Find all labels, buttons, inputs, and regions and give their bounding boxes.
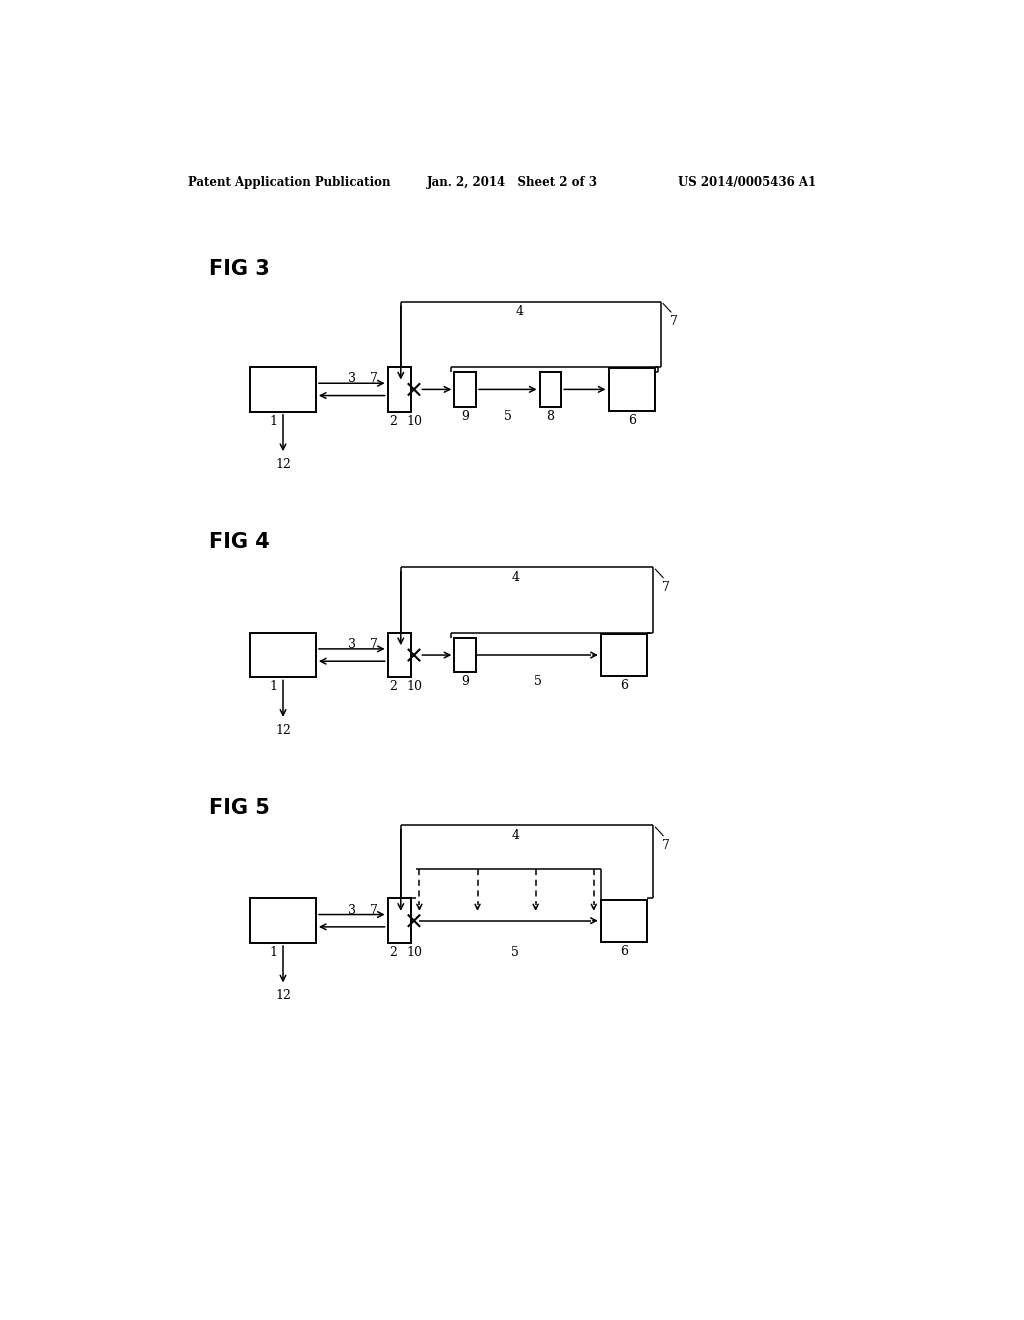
Text: 2: 2: [389, 681, 397, 693]
Text: 7: 7: [662, 840, 670, 853]
Text: 10: 10: [407, 681, 423, 693]
Text: 3: 3: [348, 904, 355, 917]
Text: 7: 7: [662, 581, 670, 594]
Bar: [388, 367, 411, 412]
Bar: [540, 372, 561, 407]
Text: US 2014/0005436 A1: US 2014/0005436 A1: [678, 176, 816, 189]
Text: 5: 5: [511, 946, 519, 960]
Bar: [601, 634, 647, 676]
Text: 10: 10: [407, 414, 423, 428]
Text: 1: 1: [269, 414, 278, 428]
Bar: [388, 632, 411, 677]
Text: 8: 8: [547, 409, 554, 422]
Text: 3: 3: [348, 638, 355, 651]
Text: 5: 5: [504, 409, 512, 422]
Text: 12: 12: [275, 723, 291, 737]
Text: 1: 1: [269, 681, 278, 693]
Text: 12: 12: [275, 458, 291, 471]
Text: 10: 10: [407, 946, 423, 960]
Text: 9: 9: [461, 676, 469, 689]
Text: 7: 7: [370, 372, 378, 385]
Bar: [250, 367, 316, 412]
Text: 9: 9: [461, 409, 469, 422]
Bar: [455, 372, 476, 407]
Text: 5: 5: [535, 676, 543, 689]
Text: 2: 2: [389, 414, 397, 428]
Text: 7: 7: [670, 315, 678, 329]
Text: 12: 12: [275, 989, 291, 1002]
Bar: [601, 899, 647, 942]
Text: 2: 2: [389, 946, 397, 960]
Text: 4: 4: [515, 305, 523, 318]
Text: 3: 3: [348, 372, 355, 385]
Text: 7: 7: [370, 904, 378, 917]
Text: Patent Application Publication: Patent Application Publication: [188, 176, 391, 189]
Text: 7: 7: [370, 638, 378, 651]
Text: 6: 6: [628, 413, 636, 426]
Text: 1: 1: [269, 946, 278, 960]
Bar: [250, 899, 316, 942]
Text: 6: 6: [620, 945, 628, 958]
Text: 6: 6: [620, 680, 628, 692]
Text: FIG 3: FIG 3: [209, 259, 270, 279]
Bar: [388, 899, 411, 942]
Text: FIG 4: FIG 4: [209, 532, 270, 552]
Text: Jan. 2, 2014   Sheet 2 of 3: Jan. 2, 2014 Sheet 2 of 3: [426, 176, 597, 189]
Text: 4: 4: [512, 572, 519, 585]
Text: FIG 5: FIG 5: [209, 797, 270, 817]
Bar: [455, 638, 476, 672]
Text: 4: 4: [512, 829, 519, 842]
Bar: [608, 368, 655, 411]
Bar: [250, 632, 316, 677]
